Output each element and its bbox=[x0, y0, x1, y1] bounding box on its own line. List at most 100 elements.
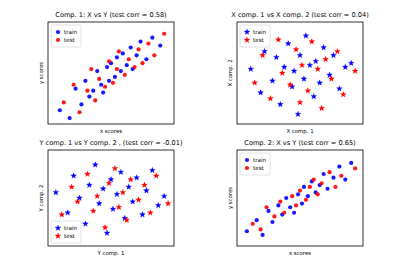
point bbox=[342, 64, 348, 69]
point bbox=[301, 76, 307, 81]
legend-label: train bbox=[253, 157, 266, 163]
point bbox=[272, 214, 276, 218]
point bbox=[352, 68, 358, 73]
point bbox=[284, 196, 288, 200]
point bbox=[69, 184, 75, 189]
legend-label: train bbox=[253, 29, 266, 35]
point bbox=[94, 193, 100, 198]
point bbox=[313, 58, 319, 63]
point bbox=[148, 210, 154, 215]
background bbox=[0, 0, 400, 280]
point bbox=[348, 60, 354, 65]
point bbox=[99, 83, 103, 87]
point bbox=[319, 105, 325, 110]
point bbox=[312, 177, 316, 181]
point bbox=[287, 82, 293, 87]
point bbox=[302, 185, 306, 189]
point bbox=[75, 199, 81, 204]
point bbox=[304, 198, 308, 202]
point bbox=[320, 181, 324, 185]
point bbox=[117, 49, 121, 53]
point bbox=[130, 199, 136, 204]
y-label: y scores bbox=[227, 187, 234, 209]
point bbox=[340, 92, 346, 97]
point bbox=[322, 172, 326, 176]
figure: Comp. 1: X vs Y (test corr = 0.58)x scor… bbox=[0, 0, 400, 280]
point bbox=[140, 61, 144, 65]
subplot: Comp. 1: X vs Y (test corr = 0.58)x scor… bbox=[38, 11, 174, 134]
point bbox=[114, 191, 120, 196]
point bbox=[293, 46, 299, 51]
point bbox=[259, 227, 263, 231]
point bbox=[150, 36, 154, 40]
point bbox=[300, 201, 304, 205]
point bbox=[291, 68, 297, 73]
point bbox=[121, 51, 125, 55]
point bbox=[329, 76, 335, 81]
point bbox=[86, 182, 92, 187]
point bbox=[258, 90, 264, 95]
point bbox=[315, 66, 321, 71]
point bbox=[83, 79, 87, 83]
legend-box bbox=[240, 153, 270, 175]
point bbox=[295, 111, 301, 116]
point bbox=[107, 79, 111, 83]
legend: traintest bbox=[240, 153, 270, 175]
legend: traintest bbox=[51, 221, 81, 243]
point bbox=[144, 188, 150, 193]
point bbox=[133, 65, 137, 69]
legend-label: test bbox=[64, 37, 76, 43]
point bbox=[339, 174, 343, 178]
point bbox=[100, 186, 106, 191]
point bbox=[59, 212, 65, 217]
point bbox=[270, 220, 274, 224]
point bbox=[105, 65, 109, 69]
point bbox=[129, 45, 133, 49]
point bbox=[308, 185, 312, 189]
legend-box bbox=[51, 25, 81, 47]
point bbox=[123, 73, 127, 77]
point bbox=[311, 94, 317, 99]
legend-box bbox=[51, 221, 81, 243]
point bbox=[321, 45, 327, 50]
point bbox=[153, 173, 159, 178]
point bbox=[162, 32, 166, 36]
legend-marker bbox=[245, 158, 249, 162]
point bbox=[112, 165, 118, 170]
point bbox=[158, 43, 162, 47]
point bbox=[85, 171, 91, 176]
point bbox=[297, 99, 303, 104]
x-label: Y comp. 1 bbox=[97, 250, 125, 257]
axes-frame bbox=[237, 22, 363, 124]
x-label: x scores bbox=[289, 250, 311, 256]
legend: traintest bbox=[51, 25, 81, 47]
point bbox=[87, 94, 91, 98]
point bbox=[333, 185, 337, 189]
point bbox=[124, 217, 130, 222]
point bbox=[103, 85, 107, 89]
point bbox=[77, 110, 81, 114]
point bbox=[335, 48, 341, 53]
point bbox=[107, 59, 111, 63]
point bbox=[134, 53, 138, 57]
axes-frame bbox=[48, 150, 174, 246]
point bbox=[104, 230, 110, 235]
point bbox=[282, 211, 286, 215]
point bbox=[161, 193, 167, 198]
x-label: X comp. 1 bbox=[286, 128, 313, 135]
point bbox=[294, 203, 298, 207]
legend-marker bbox=[56, 38, 60, 42]
point bbox=[118, 169, 124, 174]
point bbox=[71, 173, 77, 178]
point bbox=[126, 184, 132, 189]
point bbox=[276, 203, 280, 207]
point bbox=[115, 55, 119, 59]
point bbox=[325, 187, 329, 191]
legend-marker bbox=[244, 37, 250, 42]
legend-marker bbox=[56, 30, 60, 34]
point bbox=[102, 225, 108, 230]
legend-label: test bbox=[253, 37, 265, 43]
legend-box bbox=[240, 25, 270, 47]
point bbox=[245, 229, 249, 233]
legend: train test bbox=[240, 25, 270, 47]
